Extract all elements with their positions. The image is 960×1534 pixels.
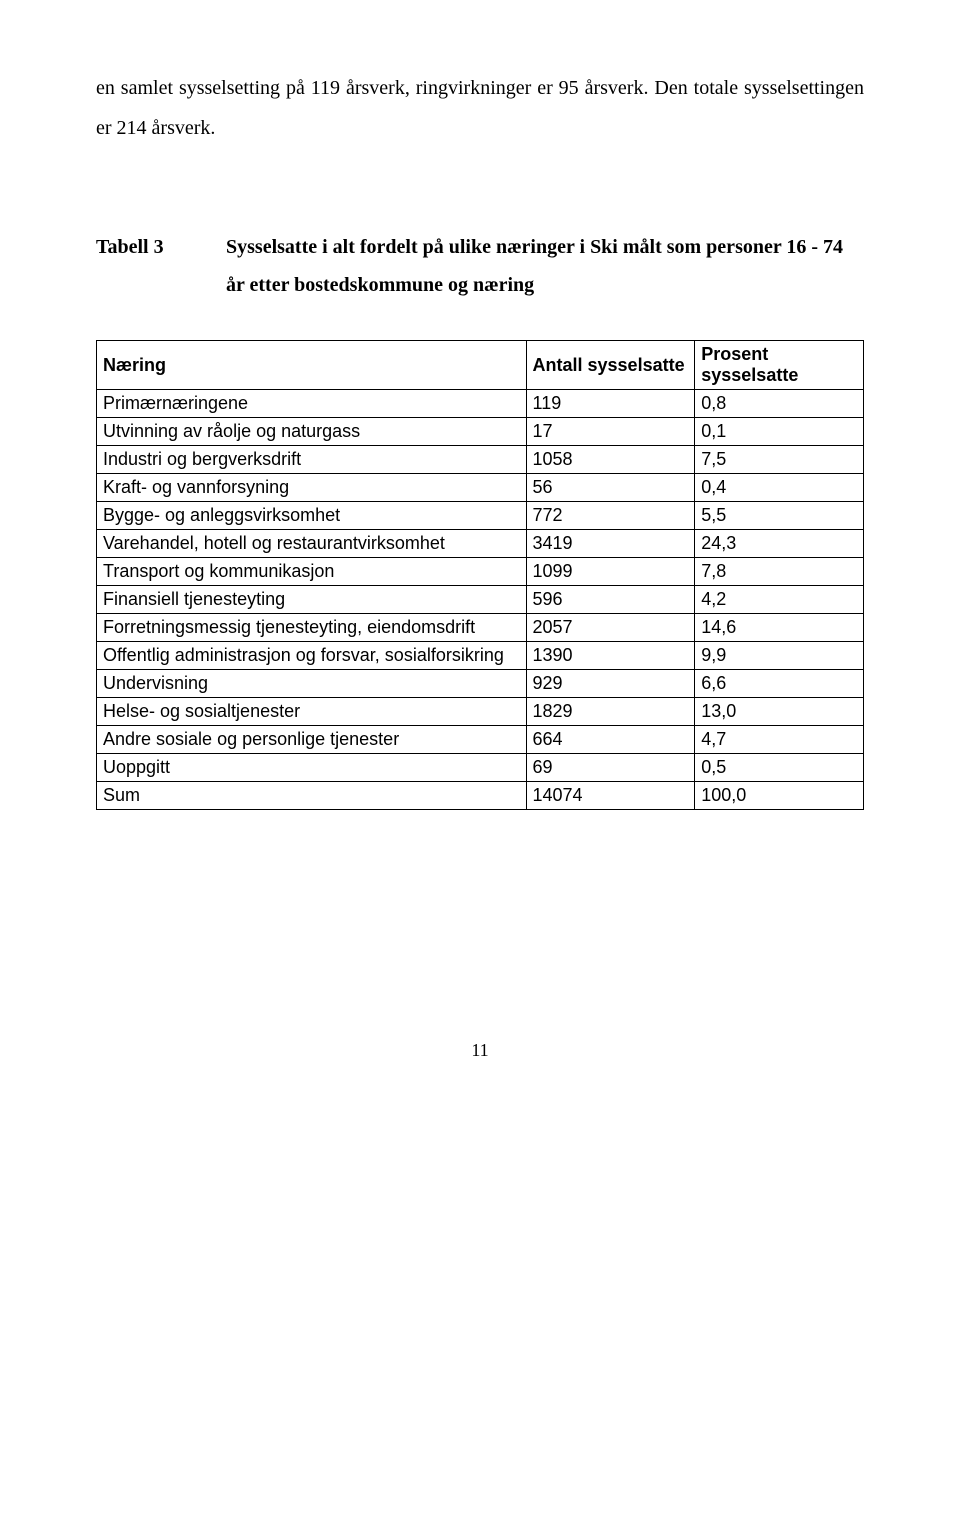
table-row: Bygge- og anleggsvirksomhet7725,5 [97, 502, 864, 530]
table-row: Forretningsmessig tjenesteyting, eiendom… [97, 614, 864, 642]
table-header-row: Næring Antall sysselsatte Prosent syssel… [97, 341, 864, 390]
table-cell: 6,6 [695, 670, 864, 698]
table-cell: 5,5 [695, 502, 864, 530]
table-cell: 7,8 [695, 558, 864, 586]
table-cell: 14,6 [695, 614, 864, 642]
table-cell: 7,5 [695, 446, 864, 474]
intro-paragraph: en samlet sysselsetting på 119 årsverk, … [96, 68, 864, 148]
table-row: Primærnæringene1190,8 [97, 390, 864, 418]
table-cell: 0,4 [695, 474, 864, 502]
table-header-cell: Antall sysselsatte [526, 341, 695, 390]
table-cell: 0,8 [695, 390, 864, 418]
table-header-cell: Prosent sysselsatte [695, 341, 864, 390]
table-row: Uoppgitt690,5 [97, 754, 864, 782]
table-cell: 1829 [526, 698, 695, 726]
table-cell: 9,9 [695, 642, 864, 670]
table-cell: 14074 [526, 782, 695, 810]
table-title-label: Tabell 3 [96, 228, 226, 304]
table-cell: Primærnæringene [97, 390, 527, 418]
table-cell: Forretningsmessig tjenesteyting, eiendom… [97, 614, 527, 642]
table-cell: 772 [526, 502, 695, 530]
table-cell: 0,1 [695, 418, 864, 446]
table-cell: 596 [526, 586, 695, 614]
page-number: 11 [96, 1040, 864, 1061]
table-cell: Finansiell tjenesteyting [97, 586, 527, 614]
table-cell: 69 [526, 754, 695, 782]
table-row: Industri og bergverksdrift10587,5 [97, 446, 864, 474]
table-row: Offentlig administrasjon og forsvar, sos… [97, 642, 864, 670]
table-cell: Uoppgitt [97, 754, 527, 782]
table-cell: 24,3 [695, 530, 864, 558]
table-cell: 119 [526, 390, 695, 418]
table-cell: 100,0 [695, 782, 864, 810]
table-cell: 1058 [526, 446, 695, 474]
table-row: Transport og kommunikasjon10997,8 [97, 558, 864, 586]
table-cell: Undervisning [97, 670, 527, 698]
table-cell: Sum [97, 782, 527, 810]
table-cell: 664 [526, 726, 695, 754]
table-row: Kraft- og vannforsyning560,4 [97, 474, 864, 502]
table-cell: 1390 [526, 642, 695, 670]
table-cell: Varehandel, hotell og restaurantvirksomh… [97, 530, 527, 558]
table-row: Varehandel, hotell og restaurantvirksomh… [97, 530, 864, 558]
employment-table: Næring Antall sysselsatte Prosent syssel… [96, 340, 864, 810]
table-cell: Utvinning av råolje og naturgass [97, 418, 527, 446]
table-cell: Andre sosiale og personlige tjenester [97, 726, 527, 754]
table-row: Helse- og sosialtjenester182913,0 [97, 698, 864, 726]
table-cell: 17 [526, 418, 695, 446]
table-row: Finansiell tjenesteyting5964,2 [97, 586, 864, 614]
table-cell: 929 [526, 670, 695, 698]
table-cell: Transport og kommunikasjon [97, 558, 527, 586]
table-cell: 4,2 [695, 586, 864, 614]
table-cell: 0,5 [695, 754, 864, 782]
table-cell: Offentlig administrasjon og forsvar, sos… [97, 642, 527, 670]
table-row: Utvinning av råolje og naturgass170,1 [97, 418, 864, 446]
table-row: Undervisning9296,6 [97, 670, 864, 698]
table-cell: Bygge- og anleggsvirksomhet [97, 502, 527, 530]
table-cell: Helse- og sosialtjenester [97, 698, 527, 726]
table-header-cell: Næring [97, 341, 527, 390]
table-title-desc: Sysselsatte i alt fordelt på ulike nærin… [226, 228, 864, 304]
table-cell: 3419 [526, 530, 695, 558]
table-row: Andre sosiale og personlige tjenester664… [97, 726, 864, 754]
table-title: Tabell 3 Sysselsatte i alt fordelt på ul… [96, 228, 864, 304]
table-cell: 4,7 [695, 726, 864, 754]
table-cell: 2057 [526, 614, 695, 642]
table-cell: Industri og bergverksdrift [97, 446, 527, 474]
table-row: Sum14074100,0 [97, 782, 864, 810]
table-cell: 13,0 [695, 698, 864, 726]
table-cell: Kraft- og vannforsyning [97, 474, 527, 502]
table-cell: 1099 [526, 558, 695, 586]
table-cell: 56 [526, 474, 695, 502]
